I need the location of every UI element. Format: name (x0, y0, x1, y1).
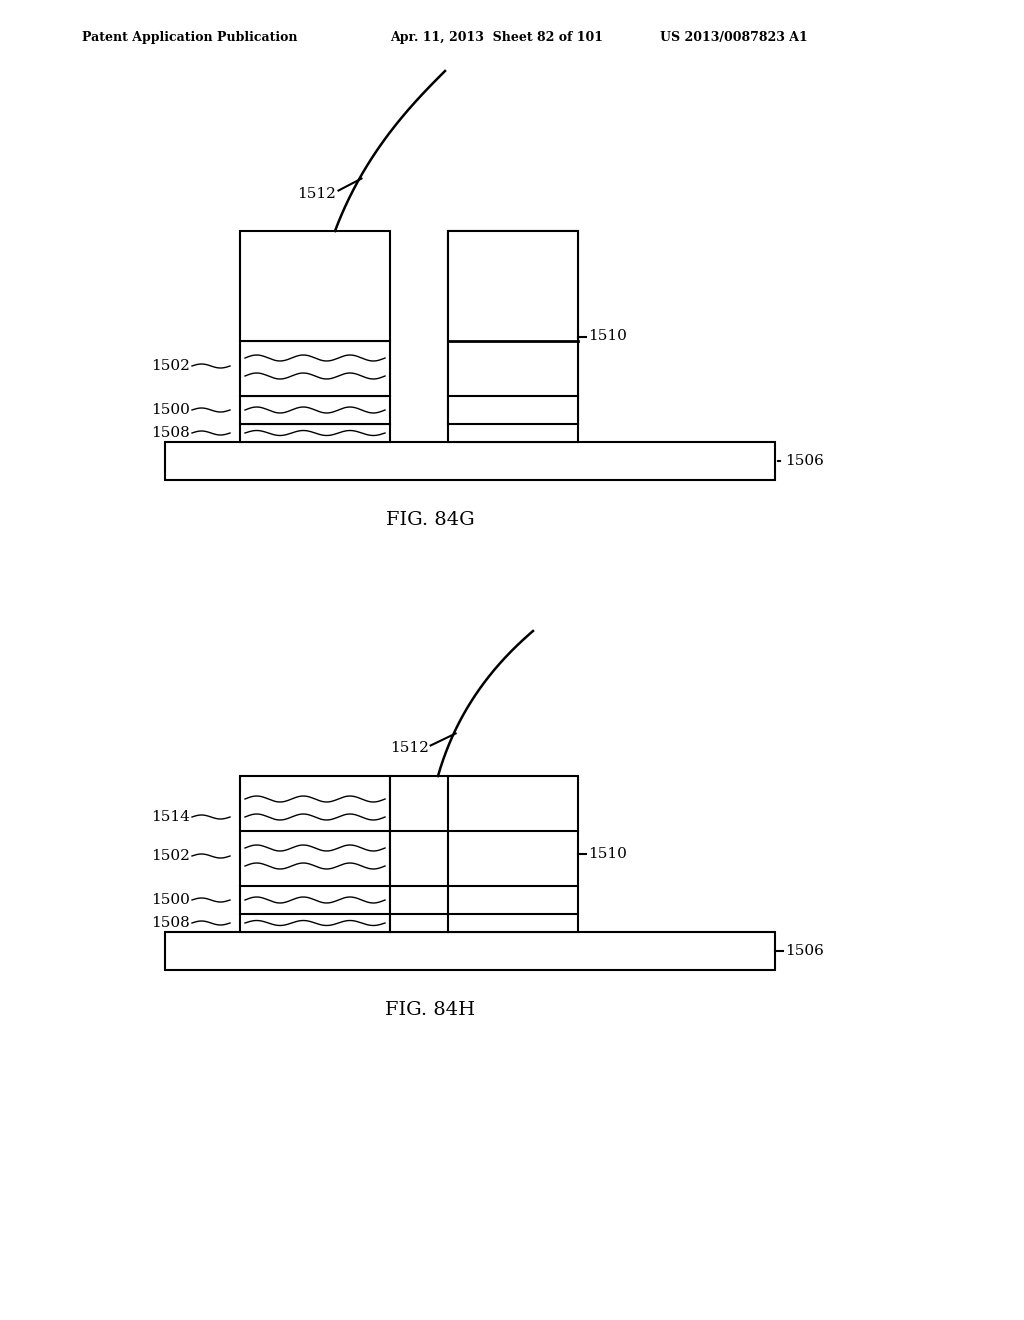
Text: 1510: 1510 (588, 330, 627, 343)
Text: FIG. 84G: FIG. 84G (386, 511, 474, 529)
Text: 1508: 1508 (152, 426, 190, 440)
Bar (240, 341, 390, 396)
Text: 1512: 1512 (390, 742, 429, 755)
Bar (390, 776, 578, 932)
Bar (240, 231, 390, 341)
Bar (240, 424, 390, 442)
Text: 1506: 1506 (785, 454, 824, 469)
Text: 1508: 1508 (152, 916, 190, 931)
Text: US 2013/0087823 A1: US 2013/0087823 A1 (660, 30, 808, 44)
Text: 1512: 1512 (298, 186, 337, 201)
Bar (165, 442, 775, 480)
Bar (165, 932, 775, 970)
Text: 1500: 1500 (152, 403, 190, 417)
Bar (240, 396, 390, 424)
Text: 1500: 1500 (152, 894, 190, 907)
Text: Patent Application Publication: Patent Application Publication (82, 30, 298, 44)
Bar (449, 231, 578, 442)
Bar (449, 231, 578, 424)
Bar (240, 776, 390, 932)
Text: 1510: 1510 (588, 847, 627, 861)
Text: FIG. 84H: FIG. 84H (385, 1001, 475, 1019)
Text: 1506: 1506 (785, 944, 824, 958)
Text: Apr. 11, 2013  Sheet 82 of 101: Apr. 11, 2013 Sheet 82 of 101 (390, 30, 603, 44)
Text: 1502: 1502 (152, 359, 190, 374)
Text: 1514: 1514 (152, 810, 190, 824)
Text: 1502: 1502 (152, 849, 190, 863)
